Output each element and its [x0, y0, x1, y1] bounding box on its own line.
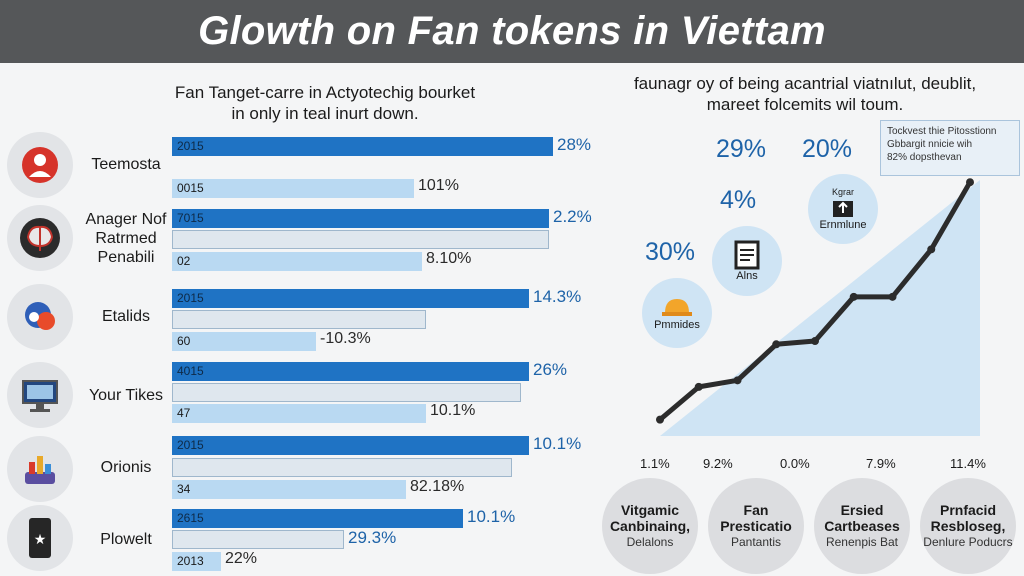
- bar: 7015: [172, 209, 549, 228]
- bar: [172, 458, 512, 477]
- chart-stack-icon: [7, 436, 73, 502]
- bar: [172, 383, 521, 402]
- summary-sub: Pantantis: [730, 535, 782, 549]
- bar: 47: [172, 404, 426, 423]
- phone-icon: ★: [7, 505, 73, 571]
- bar-value-label: 10.1%: [430, 402, 476, 419]
- bar: [172, 530, 344, 549]
- category-label: Plowelt: [100, 531, 152, 548]
- person-icon: [7, 132, 73, 198]
- category-label: Teemosta: [91, 156, 161, 173]
- bar: 60: [172, 332, 316, 351]
- left-title-line2: in only in teal inurt down.: [231, 104, 419, 123]
- series-point: [772, 340, 781, 349]
- x-tick-label: 11.4%: [950, 456, 986, 471]
- bar: 34: [172, 480, 406, 499]
- category-label: Orionis: [100, 459, 152, 476]
- big-percentage: 29%: [716, 135, 767, 163]
- bar-value-label: -10.3%: [320, 330, 371, 347]
- left-title-line1: Fan Tanget-carre in Actyotechig bourket: [174, 83, 476, 102]
- x-tick-label: 1.1%: [640, 456, 670, 471]
- x-tick-label: 0.0%: [780, 456, 810, 471]
- callout-line1: Tockvest thie Pitosstionn: [887, 126, 997, 137]
- summary-circle: Prnfacid Resbloseg, Denlure Poducrs: [920, 478, 1016, 574]
- series-point: [966, 178, 974, 187]
- document-icon: Alns: [712, 226, 782, 296]
- callout-line2: Gbbargit nnicie wih: [887, 139, 973, 150]
- bar: 02: [172, 252, 422, 271]
- bar-value-label: 26%: [533, 360, 568, 379]
- summary-title: Prnfacid Resbloseg,: [930, 502, 1006, 534]
- growth-area-chart: [656, 178, 980, 436]
- page-title: Glowth on Fan tokens in Viettam: [198, 9, 826, 53]
- callout-line3: 82% dopsthevan: [887, 152, 962, 163]
- summary-circle: Vitgamic Canbinaing, Delalons: [602, 478, 698, 574]
- big-percentage: 30%: [645, 238, 696, 266]
- bar: 2015: [172, 289, 529, 308]
- x-tick-label: 9.2%: [703, 456, 733, 471]
- summary-title: Ersied Cartbeases: [824, 502, 900, 534]
- bar-value-label: 10.1%: [533, 434, 582, 453]
- bar-value-label: 10.1%: [467, 507, 516, 526]
- bar-value-label: 8.10%: [426, 250, 472, 267]
- monitor-icon: [7, 362, 73, 428]
- big-percentage: 4%: [720, 186, 757, 214]
- bar: 0015: [172, 179, 414, 198]
- category-label: Your Tikes: [88, 387, 164, 404]
- series-point: [733, 376, 742, 385]
- bar-value-label: 28%: [557, 135, 592, 154]
- bar-value-label: 101%: [418, 177, 459, 194]
- big-percentage: 20%: [802, 135, 853, 163]
- right-panel-title: faunagr oy of being acantrial viatnılut,…: [600, 73, 1010, 115]
- series-point: [849, 292, 858, 301]
- bar: [172, 310, 426, 329]
- bubble-label: Pmmides: [654, 319, 700, 331]
- box-icon: Kgrar Ernmlune: [808, 174, 878, 244]
- bubble-label: Alns: [736, 270, 758, 282]
- bar-value-label: 14.3%: [533, 287, 582, 306]
- bar-value-label: 82.18%: [410, 478, 465, 495]
- bar: 2015: [172, 436, 529, 455]
- chat-icon: [7, 284, 73, 350]
- series-point: [694, 382, 703, 391]
- series-point: [888, 292, 897, 301]
- summary-sub: Renenpis Bat: [825, 535, 899, 549]
- category-label: Anager Nof Ratrmed Penabili: [85, 211, 167, 266]
- bar: 2015: [172, 137, 553, 156]
- summary-sub: Delalons: [626, 535, 674, 549]
- summary-circle: Ersied Cartbeases Renenpis Bat: [814, 478, 910, 574]
- right-title-line2: mareet folcemits wil toum.: [706, 95, 904, 114]
- svg-text:★: ★: [34, 532, 47, 548]
- left-panel-title: Fan Tanget-carre in Actyotechig bourket …: [140, 82, 510, 124]
- bar: [172, 230, 549, 249]
- summary-sub: Denlure Poducrs: [923, 535, 1013, 549]
- hardhat-icon: Pmmides: [642, 278, 712, 348]
- area-fill: [660, 180, 980, 436]
- bar: 4015: [172, 362, 529, 381]
- series-point: [656, 415, 664, 424]
- right-title-line1: faunagr oy of being acantrial viatnılut,…: [633, 74, 977, 93]
- bar-value-label: 29.3%: [348, 528, 397, 547]
- bar-value-label: 2.2%: [553, 207, 592, 226]
- title-banner: Glowth on Fan tokens in Viettam: [0, 0, 1024, 63]
- x-tick-label: 7.9%: [866, 456, 896, 471]
- bar: 2615: [172, 509, 463, 528]
- summary-circle: Fan Presticatio Pantantis: [708, 478, 804, 574]
- series-point: [927, 245, 936, 254]
- category-label: Etalids: [101, 308, 151, 325]
- callout-box: Tockvest thie Pitosstionn Gbbargit nnici…: [880, 120, 1020, 176]
- bar: 2013: [172, 552, 221, 571]
- bar-value-label: 22%: [225, 550, 258, 567]
- series-point: [811, 337, 819, 346]
- bubble-top-text: Kgrar: [831, 187, 854, 197]
- bubble-label: Ernmlune: [819, 219, 867, 231]
- summary-title: Fan Presticatio: [720, 502, 792, 534]
- summary-title: Vitgamic Canbinaing,: [609, 502, 691, 534]
- brain-icon: [7, 205, 73, 271]
- series-points: [656, 178, 974, 424]
